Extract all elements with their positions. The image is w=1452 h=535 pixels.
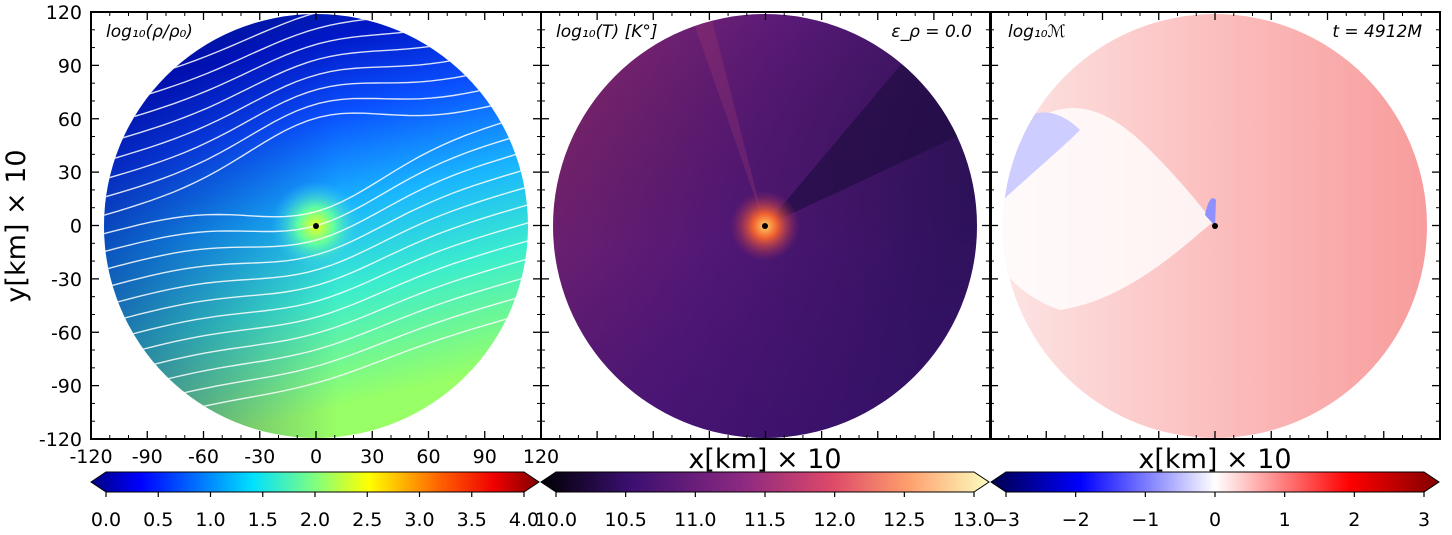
colorbar-tick-label: 13.0: [953, 509, 995, 531]
y-tick-label: 120: [46, 2, 82, 24]
colorbar-tick-label: 0: [1209, 509, 1221, 531]
colorbar-tick-label: 10.5: [605, 509, 647, 531]
colorbar-tick-label: 4.0: [509, 509, 539, 531]
colorbar-density: [90, 471, 540, 493]
colorbar-ticks: 0.0 0.5 1.0 1.5 2.0 2.5 3.0 3.5 4.010.0 10.5 11.0 1…: [91, 492, 1430, 531]
x-tick-label: 90: [473, 446, 497, 468]
colorbar-tick-label: −2: [1062, 509, 1090, 531]
colorbar-tick-label: −1: [1131, 509, 1159, 531]
black-hole-marker: [1212, 223, 1218, 229]
streamline: [104, 199, 528, 327]
colorbar-tick-label: 3.5: [457, 509, 487, 531]
colorbar-tick-label: 11.5: [744, 509, 786, 531]
y-tick-label: -60: [51, 322, 82, 344]
colorbar-tick-label: 11.0: [674, 509, 716, 531]
y-tick-label: -90: [51, 376, 82, 398]
colorbar-tick-label: 2.0: [300, 509, 330, 531]
y-tick-label: 60: [58, 109, 82, 131]
panel-mach: log₁₀ℳ t = 4912M x[km] × 10: [990, 11, 1441, 475]
axis-ticks: 120 90 60 30 0 -30 -60 -90 -120-120 -90 -60 -30 0 30 6…: [39, 2, 1441, 468]
panel-annotation-epsilon: ε_ρ = 0.0: [891, 22, 972, 42]
streamline: [104, 14, 528, 111]
colorbar-temperature: [540, 471, 990, 493]
x-tick-label: 30: [360, 446, 384, 468]
x-tick-label: 0: [310, 446, 322, 468]
panel-density: log₁₀(ρ/ρ₀) y[km] × 10: [1, 11, 542, 440]
x-tick-label: -90: [132, 446, 163, 468]
black-hole-marker: [313, 223, 319, 229]
x-tick-label: 120: [523, 446, 559, 468]
panel-annotation-time: t = 4912M: [1332, 22, 1422, 42]
panel-label-density: log₁₀(ρ/ρ₀): [106, 22, 193, 42]
x-axis-label: x[km] × 10: [688, 444, 841, 475]
x-tick-label: -60: [188, 446, 219, 468]
colorbar-tick-label: 3: [1418, 509, 1430, 531]
colorbar-tick-label: −3: [992, 509, 1020, 531]
colorbar-tick-label: 0.0: [91, 509, 121, 531]
streamline: [104, 110, 528, 237]
x-tick-label: -30: [244, 446, 275, 468]
black-hole-marker: [762, 223, 768, 229]
streamline: [104, 73, 528, 201]
streamline: [104, 128, 528, 255]
streamline: [104, 163, 528, 291]
colorbar-tick-label: 1.5: [248, 509, 278, 531]
colorbar-tick-label: 10.0: [535, 509, 577, 531]
colorbar-mach: [990, 471, 1440, 493]
streamline: [104, 91, 528, 219]
x-axis-label: x[km] × 10: [1138, 444, 1291, 475]
y-tick-label: 0: [70, 216, 82, 238]
y-axis-label: y[km] × 10: [1, 149, 32, 302]
streamline: [104, 271, 528, 399]
panel-temperature: log₁₀(T) [K°] ε_ρ = 0.0 x[km] × 10: [540, 11, 991, 475]
y-tick-label: -120: [39, 429, 82, 451]
colorbar-tick-label: 1.0: [195, 509, 225, 531]
streamline: [104, 146, 528, 273]
colorbar-tick-label: 12.0: [814, 509, 856, 531]
streamline: [104, 253, 528, 381]
colorbar-tick-label: 3.0: [404, 509, 434, 531]
panel-label-temperature: log₁₀(T) [K°]: [556, 22, 658, 42]
colorbar-tick-label: 1: [1279, 509, 1291, 531]
colorbar-tick-label: 0.5: [143, 509, 173, 531]
y-tick-label: -30: [51, 269, 82, 291]
y-tick-label: 30: [58, 162, 82, 184]
y-tick-label: 90: [58, 55, 82, 77]
streamline: [104, 217, 528, 345]
panel-label-mach: log₁₀ℳ: [1008, 22, 1066, 42]
streamline: [104, 181, 528, 309]
colorbar-tick-label: 12.5: [883, 509, 925, 531]
x-tick-label: -120: [69, 446, 112, 468]
colorbar-tick-label: 2: [1348, 509, 1360, 531]
streamline: [104, 235, 528, 363]
x-tick-label: 60: [416, 446, 440, 468]
colorbar-tick-label: 2.5: [352, 509, 382, 531]
